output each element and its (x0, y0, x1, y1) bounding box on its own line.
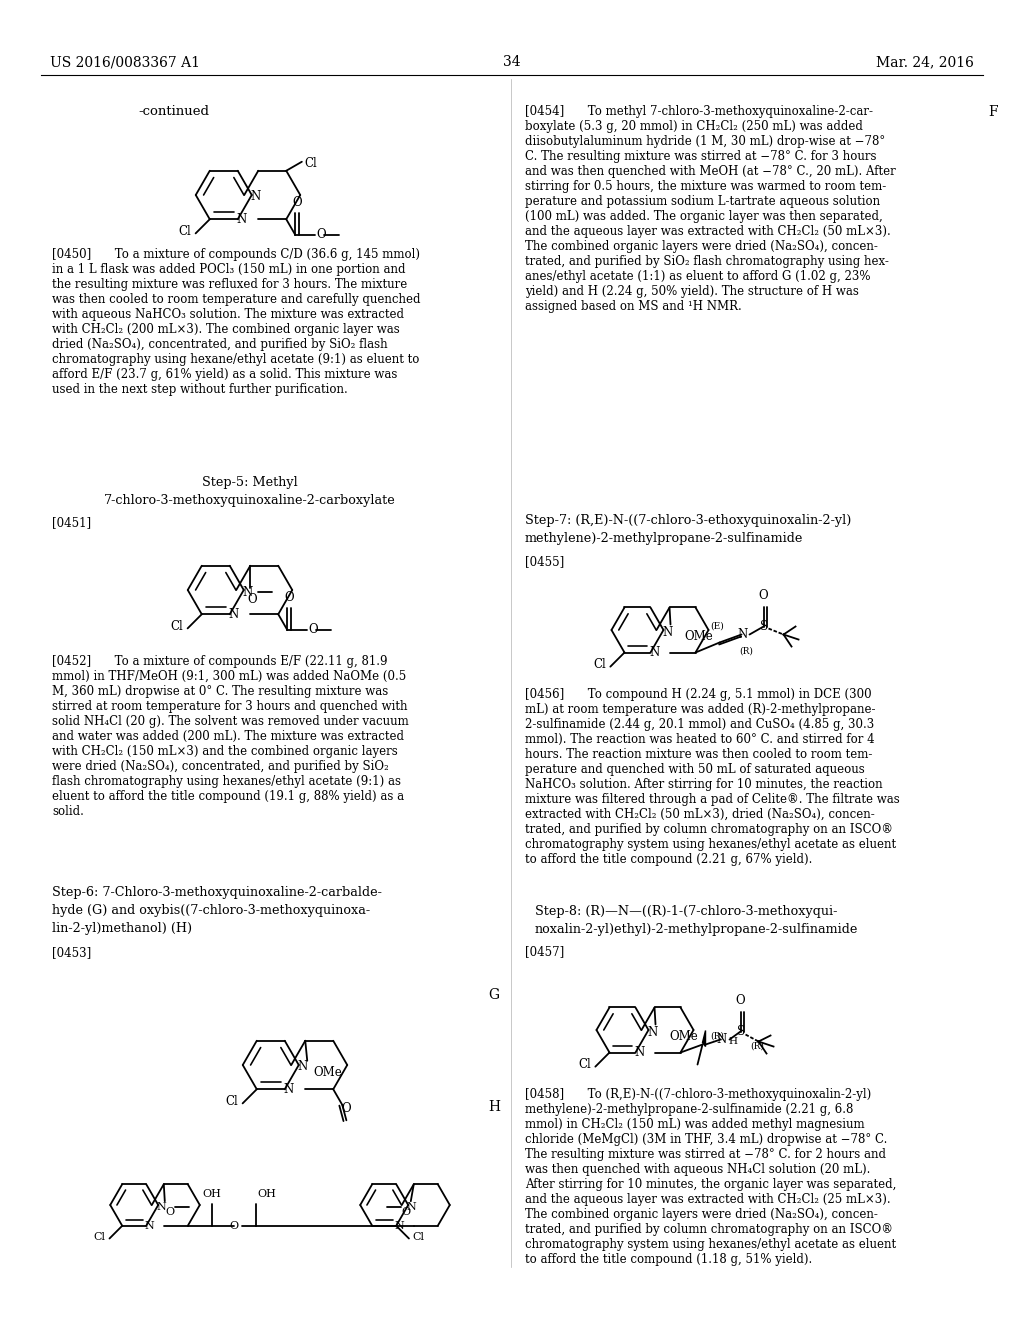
Text: -continued: -continued (138, 106, 209, 117)
Text: O: O (293, 195, 302, 209)
Text: F: F (988, 106, 997, 119)
Text: O: O (308, 623, 317, 636)
Text: Cl: Cl (412, 1232, 424, 1242)
Text: Cl: Cl (226, 1094, 239, 1107)
Text: [0458]  To (R,E)-N-((7-chloro-3-methoxyquinoxalin-2-yl)
methylene)-2-methylpropa: [0458] To (R,E)-N-((7-chloro-3-methoxyqu… (525, 1088, 896, 1266)
Text: [0455]: [0455] (525, 554, 564, 568)
Text: [0452]  To a mixture of compounds E/F (22.11 g, 81.9
mmol) in THF/MeOH (9:1, 300: [0452] To a mixture of compounds E/F (22… (52, 655, 409, 818)
Text: 7-chloro-3-methoxyquinoxaline-2-carboxylate: 7-chloro-3-methoxyquinoxaline-2-carboxyl… (104, 494, 396, 507)
Text: [0450]  To a mixture of compounds C/D (36.6 g, 145 mmol)
in a 1 L flask was adde: [0450] To a mixture of compounds C/D (36… (52, 248, 421, 396)
Text: H: H (488, 1100, 500, 1114)
Text: [0456]  To compound H (2.24 g, 5.1 mmol) in DCE (300
mL) at room temperature was: [0456] To compound H (2.24 g, 5.1 mmol) … (525, 688, 900, 866)
Text: OH: OH (203, 1189, 221, 1199)
Text: methylene)-2-methylpropane-2-sulfinamide: methylene)-2-methylpropane-2-sulfinamide (525, 532, 804, 545)
Text: N: N (649, 645, 659, 659)
Text: (E): (E) (711, 622, 724, 631)
Text: N: N (634, 1045, 645, 1059)
Polygon shape (702, 1031, 706, 1047)
Text: O: O (285, 591, 294, 603)
Text: [0451]: [0451] (52, 516, 91, 529)
Text: Step-5: Methyl: Step-5: Methyl (202, 477, 298, 488)
Text: (R): (R) (751, 1041, 764, 1051)
Text: N: N (284, 1082, 294, 1096)
Text: [0454]  To methyl 7-chloro-3-methoxyquinoxaline-2-car-
boxylate (5.3 g, 20 mmol): [0454] To methyl 7-chloro-3-methoxyquino… (525, 106, 896, 313)
Text: noxalin-2-yl)ethyl)-2-methylpropane-2-sulfinamide: noxalin-2-yl)ethyl)-2-methylpropane-2-su… (535, 923, 858, 936)
Text: OMe: OMe (670, 1031, 698, 1044)
Text: Cl: Cl (305, 157, 317, 170)
Text: (R): (R) (711, 1032, 724, 1041)
Text: N: N (243, 586, 253, 598)
Text: Cl: Cl (594, 659, 606, 671)
Text: O: O (229, 1221, 239, 1230)
Text: OMe: OMe (313, 1065, 342, 1078)
Text: N: N (717, 1034, 727, 1045)
Text: OMe: OMe (684, 631, 714, 643)
Text: Step-7: (R,E)-N-((7-chloro-3-ethoxyquinoxalin-2-yl): Step-7: (R,E)-N-((7-chloro-3-ethoxyquino… (525, 513, 851, 527)
Text: O: O (735, 994, 745, 1007)
Text: [0457]: [0457] (525, 945, 564, 958)
Text: N: N (157, 1203, 166, 1212)
Text: N: N (228, 607, 239, 620)
Text: (R): (R) (739, 647, 754, 656)
Text: Cl: Cl (171, 620, 183, 632)
Text: N: N (144, 1221, 154, 1230)
Text: O: O (342, 1102, 351, 1115)
Text: [0453]: [0453] (52, 946, 91, 960)
Text: N: N (394, 1221, 404, 1230)
Text: O: O (165, 1208, 174, 1217)
Text: lin-2-yl)methanol) (H): lin-2-yl)methanol) (H) (52, 921, 193, 935)
Text: G: G (488, 987, 499, 1002)
Text: Cl: Cl (579, 1059, 591, 1071)
Text: H: H (728, 1038, 737, 1045)
Text: hyde (G) and oxybis((7-chloro-3-methoxyquinoxa-: hyde (G) and oxybis((7-chloro-3-methoxyq… (52, 904, 370, 917)
Text: O: O (248, 593, 257, 606)
Text: N: N (251, 190, 261, 203)
Text: N: N (298, 1060, 308, 1073)
Text: OH: OH (258, 1189, 276, 1199)
Text: Cl: Cl (93, 1232, 105, 1242)
Text: N: N (737, 628, 748, 642)
Text: Cl: Cl (179, 224, 191, 238)
Text: Mar. 24, 2016: Mar. 24, 2016 (877, 55, 974, 69)
Text: O: O (316, 228, 326, 242)
Text: 34: 34 (503, 55, 521, 69)
Text: N: N (407, 1203, 416, 1212)
Text: S: S (737, 1026, 745, 1038)
Text: N: N (663, 626, 673, 639)
Text: S: S (761, 620, 769, 634)
Text: N: N (237, 213, 247, 226)
Text: US 2016/0083367 A1: US 2016/0083367 A1 (50, 55, 200, 69)
Text: Step-6: 7-Chloro-3-methoxyquinoxaline-2-carbalde-: Step-6: 7-Chloro-3-methoxyquinoxaline-2-… (52, 886, 382, 899)
Text: O: O (401, 1208, 411, 1217)
Text: N: N (647, 1026, 657, 1039)
Text: O: O (759, 589, 768, 602)
Text: Step-8: (R)—N—((R)-1-(7-chloro-3-methoxyqui-: Step-8: (R)—N—((R)-1-(7-chloro-3-methoxy… (535, 906, 838, 917)
